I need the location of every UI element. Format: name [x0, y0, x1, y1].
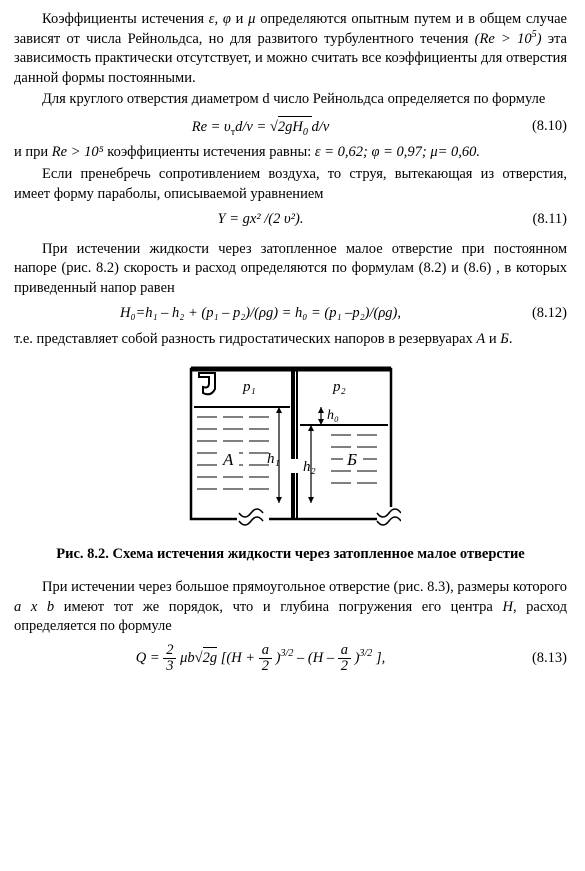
eq813-exp2: 3/2: [359, 648, 372, 659]
paragraph-submerged: При истечении жидкости через затопленное…: [14, 240, 567, 299]
fig-label-p2: p₂: [332, 379, 346, 395]
eq813-open: [(H +: [217, 650, 259, 666]
fig-label-h1: h₁: [267, 451, 280, 467]
paragraph-intro: Коэффициенты истечения ε, φ и μ определя…: [14, 10, 567, 88]
eq813-a1d: 2: [259, 659, 272, 674]
p3-vals: ε = 0,62; φ = 0,97; μ= 0,60.: [315, 144, 480, 160]
eq813-f1n: 2: [163, 643, 176, 659]
eq810-lhs: Re = υ: [192, 119, 231, 135]
eq813-a1n: a: [259, 643, 272, 659]
eq810-tail: d/v: [312, 119, 330, 135]
equation-8-11: Y = gx² /(2 υ²). (8.11): [14, 210, 567, 230]
fig-label-B: Б: [346, 450, 357, 469]
fig-label-p1: p₁: [242, 379, 256, 395]
eq813-a2n: a: [338, 643, 351, 659]
p6-span: т.е. представляет собой разность гидрост…: [14, 331, 512, 347]
p3-mid: Re > 10⁵: [52, 144, 104, 160]
paragraph-big-hole: При истечении через большое прямоугольно…: [14, 578, 567, 637]
fig-label-A: А: [222, 450, 234, 469]
p7-span: При истечении через большое прямоугольно…: [14, 579, 567, 634]
equation-8-11-number: (8.11): [507, 210, 567, 230]
eq810-sub2: 0: [303, 127, 308, 138]
p3-pre: и при: [14, 144, 52, 160]
eq813-a2d: 2: [338, 659, 351, 674]
eq810-rad: 2gH: [278, 119, 303, 135]
eq813-minus: – (H –: [293, 650, 337, 666]
equation-8-12-number: (8.12): [507, 304, 567, 324]
eq813-Q: Q =: [136, 650, 164, 666]
equation-8-12: H₀=h₁ – h₂ + (p₁ – p₂)/(ρg) = h₀ = (p₁ –…: [14, 304, 567, 324]
paragraph-hydrostatic: т.е. представляет собой разность гидрост…: [14, 330, 567, 350]
equation-8-13: Q = 23 μb√2g [(H + a2 )3/2 – (H – a2 )3/…: [14, 643, 567, 674]
fig-label-h0: h₀: [327, 408, 339, 423]
equation-8-10: Re = υтd/v = √2gH0 d/v (8.10): [14, 116, 567, 138]
p3-post: коэффициенты истечения равны:: [104, 144, 315, 160]
eq813-rad: 2g: [203, 647, 218, 669]
eq810-mid: d/v =: [235, 119, 270, 135]
paragraph-parabola: Если пренебречь сопротивлением воздуха, …: [14, 165, 567, 204]
paragraph-coeffs: и при Re > 10⁵ коэффициенты истечения ра…: [14, 143, 567, 163]
equation-8-11-body: Y = gx² /(2 υ²).: [14, 210, 507, 230]
figure-8-2-svg: p₁ p₂ h₀ h₁ h₂ А Б: [181, 363, 401, 535]
equation-8-10-number: (8.10): [507, 117, 567, 137]
eq813-f1d: 3: [163, 659, 176, 674]
eq813-end: ],: [372, 650, 385, 666]
eq813-exp1: 3/2: [280, 648, 293, 659]
figure-8-2: p₁ p₂ h₀ h₁ h₂ А Б: [14, 363, 567, 535]
equation-8-10-body: Re = υтd/v = √2gH0 d/v: [14, 116, 507, 138]
figure-8-2-caption: Рис. 8.2. Схема истечения жидкости через…: [54, 545, 527, 564]
para1-span: Коэффициенты истечения ε, φ и μ определя…: [14, 11, 567, 86]
equation-8-13-number: (8.13): [507, 649, 567, 669]
equation-8-12-body: H₀=h₁ – h₂ + (p₁ – p₂)/(ρg) = h₀ = (p₁ –…: [14, 304, 507, 324]
paragraph-round-hole: Для круглого отверстия диаметром d число…: [14, 90, 567, 110]
fig-label-h2: h₂: [303, 459, 316, 475]
equation-8-13-body: Q = 23 μb√2g [(H + a2 )3/2 – (H – a2 )3/…: [14, 643, 507, 674]
eq813-mub: μb: [176, 650, 194, 666]
